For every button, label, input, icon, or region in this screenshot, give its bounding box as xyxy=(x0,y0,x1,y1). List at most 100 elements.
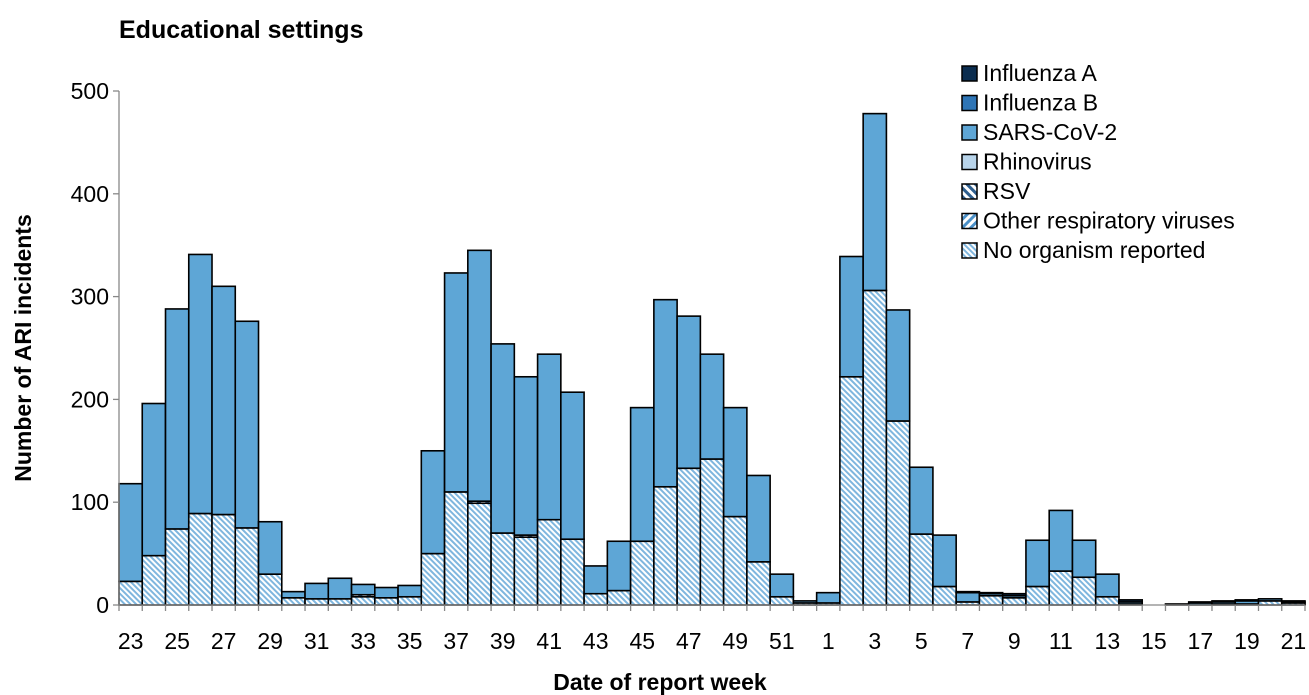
legend-label: SARS-CoV-2 xyxy=(983,119,1117,145)
y-axis-label: Number of ARI incidents xyxy=(10,214,36,482)
bar-segment-sars-cov-2-23 xyxy=(118,482,144,583)
bar-segment-sars-cov-2-25 xyxy=(164,308,190,530)
x-tick-label: 33 xyxy=(350,628,376,654)
bar-segment-no-organism-reported-42 xyxy=(560,538,585,606)
legend-swatch xyxy=(961,65,978,82)
bar-segment-no-organism-reported-29 xyxy=(257,573,283,606)
y-tick-label: 100 xyxy=(71,489,109,515)
bar-segment-sars-cov-2-11 xyxy=(1048,509,1074,572)
bar-segment-influenza-a-9 xyxy=(1001,592,1027,597)
bar-segment-no-organism-reported-34 xyxy=(373,596,399,606)
x-tick-label: 31 xyxy=(304,628,330,654)
bar-segment-sars-cov-2-32 xyxy=(327,577,353,600)
bar-segment-influenza-a-8 xyxy=(978,591,1004,595)
bar-segment-sars-cov-2-12 xyxy=(1071,539,1097,579)
legend: Influenza A Influenza B SARS-CoV-2 Rhinovir… xyxy=(961,60,1235,263)
x-tick-label: 43 xyxy=(583,628,609,654)
x-tick-label: 35 xyxy=(397,628,423,654)
bar-segment-no-organism-reported-35 xyxy=(397,595,423,606)
bar-segment-sars-cov-2-43 xyxy=(583,565,609,595)
bar-segment-sars-cov-2-33 xyxy=(350,583,376,596)
x-tick-label: 51 xyxy=(769,628,795,654)
x-axis-label: Date of report week xyxy=(553,669,767,695)
x-tick-label: 3 xyxy=(868,628,881,654)
bar-segment-no-organism-reported-25 xyxy=(164,528,190,606)
x-tick-label: 17 xyxy=(1188,628,1214,654)
bar-segment-sars-cov-2-28 xyxy=(234,320,260,529)
bar-segment-no-organism-reported-41 xyxy=(536,518,562,606)
bar-segment-no-organism-reported-45 xyxy=(629,540,655,606)
bar-segment-no-organism-reported-9 xyxy=(1001,596,1027,606)
bar-segment-sars-cov-2-4 xyxy=(885,309,911,422)
y-tick-label: 200 xyxy=(71,386,109,412)
bar-segment-sars-cov-2-50 xyxy=(746,474,771,563)
x-tick-label: 1 xyxy=(822,628,835,654)
bar-segment-no-organism-reported-26 xyxy=(187,512,213,606)
bar-segment-no-organism-reported-10 xyxy=(1025,585,1050,606)
legend-label: No organism reported xyxy=(983,237,1205,263)
bar-segment-influenza-a-7 xyxy=(955,590,981,594)
legend-label: Influenza B xyxy=(983,90,1098,116)
bar-segment-no-organism-reported-47 xyxy=(676,467,702,606)
bar-segment-sars-cov-2-44 xyxy=(606,540,632,592)
bar-segment-no-organism-reported-30 xyxy=(280,596,306,606)
y-tick-label: 400 xyxy=(71,181,109,207)
x-tick-label: 25 xyxy=(164,628,190,654)
x-tick-label: 41 xyxy=(536,628,562,654)
bar-segment-sars-cov-2-39 xyxy=(490,343,516,534)
y-tick-label: 0 xyxy=(96,592,109,618)
legend-label: RSV xyxy=(983,178,1031,204)
x-tick-label: 7 xyxy=(961,628,974,654)
bar-segment-sars-cov-2-20 xyxy=(1257,598,1283,602)
bar-segment-influenza-a-21 xyxy=(1280,600,1306,603)
legend-swatch xyxy=(961,242,978,259)
bar-segment-no-organism-reported-48 xyxy=(699,458,725,606)
bar-segment-sars-cov-2-34 xyxy=(373,586,399,599)
bar-segment-no-organism-reported-8 xyxy=(978,594,1004,606)
chart-title: Educational settings xyxy=(119,16,363,44)
x-tick-label: 27 xyxy=(211,628,237,654)
bar-segment-sars-cov-2-51 xyxy=(769,573,795,598)
bar-segment-no-organism-reported-28 xyxy=(234,527,260,606)
x-tick-label: 37 xyxy=(443,628,469,654)
x-tick-label: 45 xyxy=(629,628,655,654)
bar-segment-sars-cov-2-36 xyxy=(420,449,446,555)
bar-segment-sars-cov-2-24 xyxy=(141,402,167,557)
y-tick-label: 500 xyxy=(71,78,109,104)
legend-swatch xyxy=(961,124,978,141)
x-tick-label: 5 xyxy=(915,628,928,654)
bar-segment-sars-cov-2-2 xyxy=(839,255,864,378)
x-tick-label: 49 xyxy=(722,628,748,654)
bar-segment-sars-cov-2-13 xyxy=(1094,573,1120,598)
bar-segment-no-organism-reported-36 xyxy=(420,552,446,606)
x-tick-label: 19 xyxy=(1234,628,1260,654)
bar-segment-sars-cov-2-38 xyxy=(467,249,492,502)
x-tick-label: 15 xyxy=(1141,628,1167,654)
bar-segment-no-organism-reported-11 xyxy=(1048,570,1074,606)
bar-segment-no-organism-reported-33 xyxy=(350,595,376,606)
bar-segment-no-organism-reported-2 xyxy=(839,375,864,606)
bar-segment-no-organism-reported-46 xyxy=(653,485,678,606)
bar-segment-no-organism-reported-39 xyxy=(490,532,516,606)
bar-segment-sars-cov-2-35 xyxy=(397,584,423,598)
bar-segment-no-organism-reported-31 xyxy=(304,598,330,606)
bar-segment-no-organism-reported-50 xyxy=(746,561,771,606)
bar-segment-no-organism-reported-12 xyxy=(1071,576,1097,606)
bar-segment-sars-cov-2-31 xyxy=(304,582,330,600)
bar-segment-no-organism-reported-27 xyxy=(211,513,237,606)
bar-segment-influenza-a-18 xyxy=(1211,600,1237,603)
bar-segment-no-organism-reported-3 xyxy=(862,289,888,606)
bar-segment-sars-cov-2-1 xyxy=(815,591,841,604)
x-tick-label: 39 xyxy=(490,628,516,654)
bar-segment-sars-cov-2-42 xyxy=(560,391,585,541)
bars-layer xyxy=(118,112,1306,606)
bar-segment-no-organism-reported-37 xyxy=(443,491,469,606)
bar-segment-sars-cov-2-48 xyxy=(699,353,725,460)
bar-segment-sars-cov-2-40 xyxy=(513,375,539,536)
bar-segment-no-organism-reported-5 xyxy=(908,533,934,606)
y-tick-label: 300 xyxy=(71,284,109,310)
bar-segment-no-organism-reported-6 xyxy=(932,585,957,606)
bar-segment-no-organism-reported-4 xyxy=(885,420,911,606)
